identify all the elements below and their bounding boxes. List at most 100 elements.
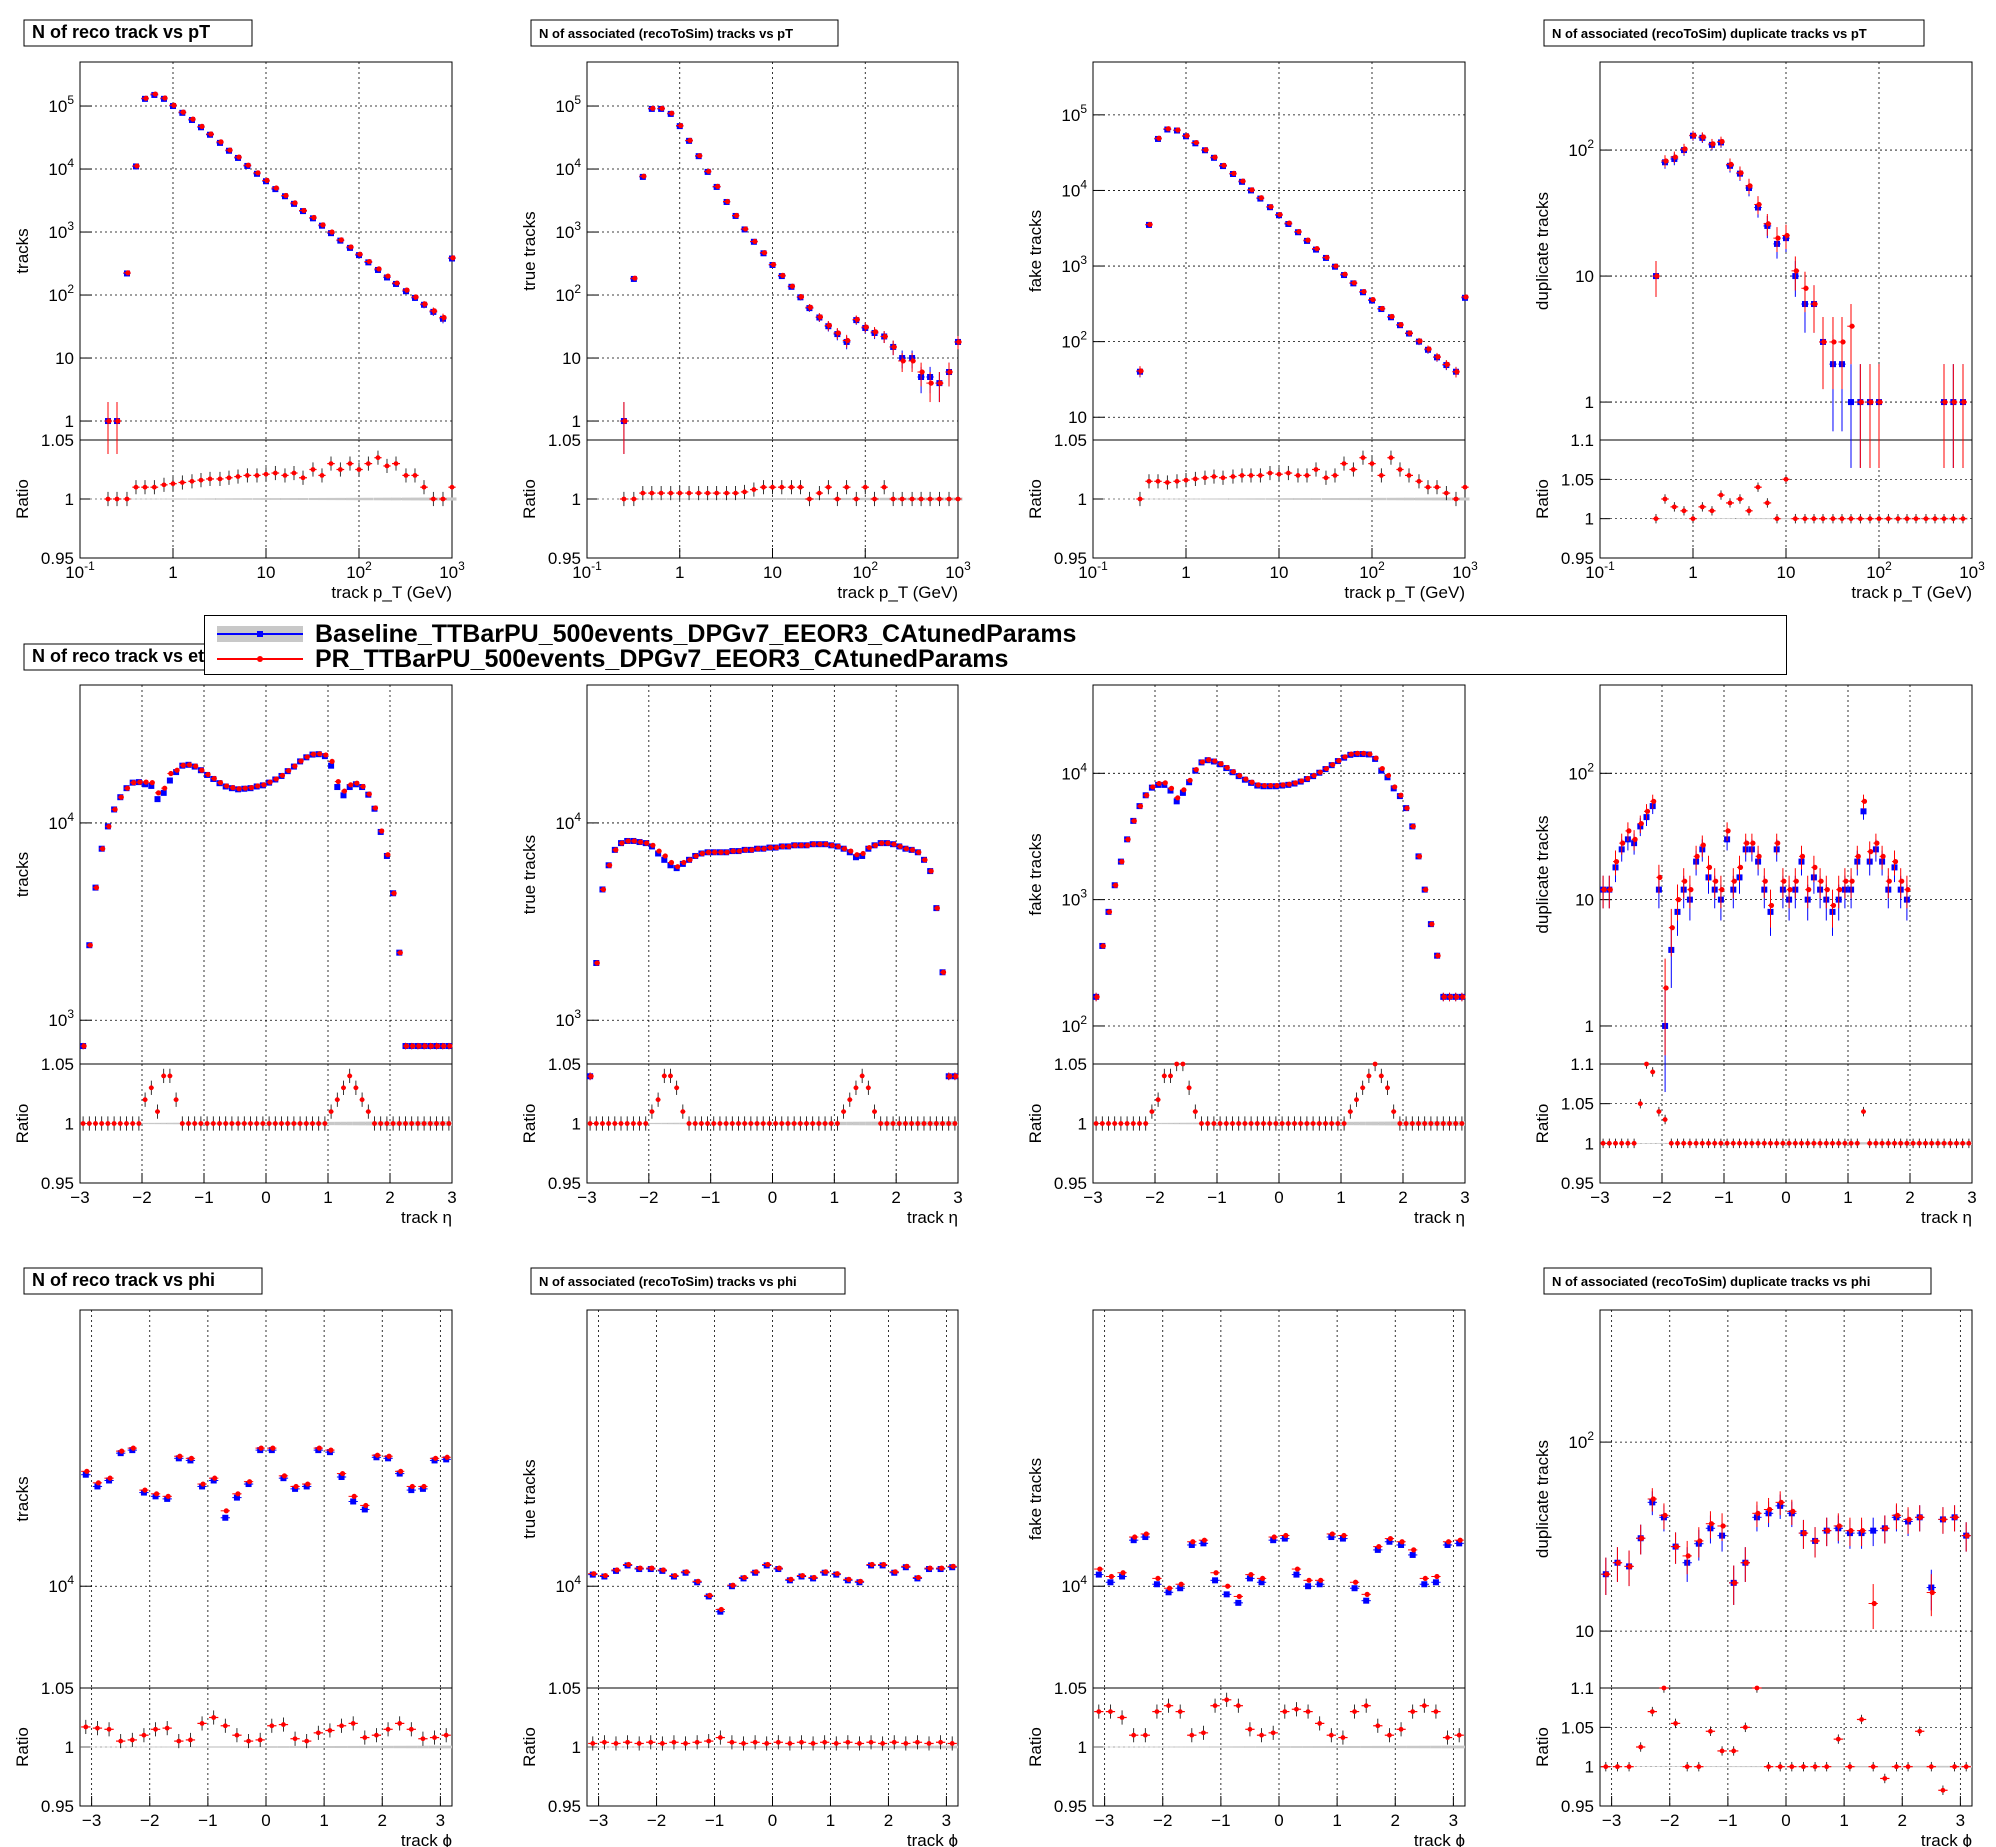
pr-point <box>124 785 131 791</box>
ratio-band <box>335 497 346 501</box>
ratio-point <box>229 1121 235 1126</box>
ratio-point <box>266 1121 272 1126</box>
pr-point <box>218 139 224 145</box>
ratio-point <box>1783 476 1789 482</box>
baseline-point <box>350 1498 357 1505</box>
pr-point <box>1212 758 1218 764</box>
ratio-point <box>1718 492 1724 498</box>
pr-point <box>348 244 354 250</box>
x-tick-label: 102 <box>852 559 878 582</box>
pr-point <box>823 841 829 847</box>
ratio-point <box>779 1121 785 1126</box>
ratio-tick-label: 1.05 <box>548 1055 581 1074</box>
ratio-point <box>1811 516 1817 522</box>
ratio-point <box>1966 1140 1972 1146</box>
pr-point <box>1713 878 1719 884</box>
ratio-band <box>324 1746 336 1748</box>
ratio-point <box>658 490 664 496</box>
ratio-point <box>1799 1140 1804 1146</box>
pr-point <box>1156 780 1162 787</box>
ratio-point <box>257 1737 263 1743</box>
ratio-band <box>1153 498 1163 500</box>
pr-point <box>1230 769 1237 775</box>
x-tick-label: 103 <box>1452 559 1478 582</box>
x-tick-label: −2 <box>647 1811 666 1830</box>
ratio-point <box>420 1736 426 1742</box>
ratio-point <box>729 1121 735 1126</box>
pr-point <box>328 1447 334 1453</box>
ratio-point <box>742 1121 748 1126</box>
x-tick-label: 2 <box>1905 1188 1914 1207</box>
pr-point <box>1657 874 1663 880</box>
y-tick-label: 104 <box>555 1573 581 1596</box>
ratio-point <box>714 490 720 496</box>
ratio-band <box>166 1122 173 1125</box>
ratio-point <box>618 1121 624 1126</box>
pr-point <box>928 868 934 874</box>
pr-point <box>1793 268 1799 274</box>
ratio-band <box>277 1746 290 1748</box>
ratio-point <box>99 1121 105 1126</box>
pr-point <box>1688 887 1694 893</box>
y-tick-label: 10 <box>55 349 74 368</box>
ratio-point <box>1298 1121 1304 1126</box>
ratio-point <box>733 490 738 496</box>
ratio-band <box>215 498 225 500</box>
baseline-point <box>160 789 167 796</box>
ratio-point <box>754 1121 760 1126</box>
ratio-point <box>767 1121 772 1126</box>
ratio-band <box>447 497 457 501</box>
pr-point <box>292 763 298 769</box>
ratio-point <box>93 1121 98 1126</box>
pr-point <box>87 942 93 948</box>
ratio-band <box>1762 518 1773 520</box>
pr-point <box>659 105 665 111</box>
ratio-point <box>748 1121 754 1126</box>
pr-point <box>338 237 344 243</box>
ratio-point <box>1898 1140 1904 1146</box>
pr-point <box>1193 766 1199 773</box>
ratio-point <box>148 1085 154 1091</box>
baseline-point <box>419 1485 426 1492</box>
ratio-band <box>149 1746 162 1748</box>
ratio-band <box>1348 497 1359 501</box>
pr-point <box>904 1563 910 1569</box>
ratio-band <box>91 1746 104 1748</box>
ratio-point <box>1904 1140 1910 1146</box>
pr-point <box>1113 882 1119 888</box>
ratio-point <box>816 1121 822 1126</box>
y-tick-label: 104 <box>48 156 74 179</box>
ratio-point <box>263 471 269 477</box>
pr-point <box>1750 840 1756 846</box>
pr-point <box>891 344 897 350</box>
ratio-point <box>133 484 139 490</box>
ratio-point <box>785 1121 791 1126</box>
x-axis-label: track η <box>401 1208 452 1227</box>
x-tick-label: −2 <box>639 1188 658 1207</box>
ratio-point <box>1267 1121 1273 1126</box>
pr-point <box>619 840 625 846</box>
ratio-point <box>353 1085 359 1091</box>
pr-point <box>193 763 199 769</box>
pr-point <box>281 1473 288 1479</box>
x-tick-label: −3 <box>577 1188 596 1207</box>
ratio-band <box>298 498 308 500</box>
pr-point <box>1738 170 1744 176</box>
pr-point <box>1824 887 1830 893</box>
ratio-point <box>1709 508 1715 514</box>
ratio-point <box>1248 1121 1254 1126</box>
pr-point <box>1094 994 1100 1000</box>
ratio-band <box>1441 1745 1454 1749</box>
ratio-point <box>412 473 418 478</box>
ratio-point <box>272 470 278 476</box>
ratio-point <box>1606 1140 1612 1146</box>
ratio-band <box>1172 498 1182 500</box>
ratio-tick-label: 1 <box>65 1738 74 1757</box>
ratio-point <box>717 1735 723 1740</box>
ratio-point <box>705 1121 710 1126</box>
pr-point <box>217 780 224 786</box>
ratio-band <box>1186 1122 1193 1125</box>
ratio-point <box>936 496 942 502</box>
ratio-axis-label: Ratio <box>1533 479 1552 519</box>
pr-point <box>1125 836 1131 842</box>
